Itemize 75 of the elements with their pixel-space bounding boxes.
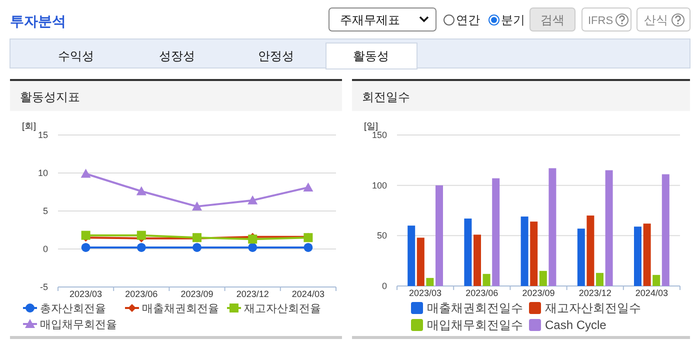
legend-label: 총자산회전율 — [40, 303, 106, 315]
bar — [652, 274, 660, 286]
bar — [662, 174, 670, 286]
point — [136, 230, 146, 240]
y-tick-label: 100 — [372, 180, 387, 190]
category-label: 수익성 — [58, 49, 94, 63]
point — [248, 234, 258, 244]
y-tick-label: 50 — [376, 230, 387, 241]
point — [81, 230, 90, 240]
x-tick-label: 2023/12 — [578, 288, 612, 298]
bar — [426, 278, 434, 286]
legend-label: 매출채권회전일수 — [427, 301, 523, 315]
point — [80, 168, 91, 178]
text: 주재무제표 — [340, 13, 400, 27]
text: 분기 — [501, 13, 525, 27]
text: 검색 — [540, 13, 564, 27]
x-tick-label: 2023/06 — [125, 289, 158, 299]
x-tick-label: 2024/03 — [635, 288, 668, 298]
y-tick-label: 10 — [38, 168, 48, 178]
bar — [464, 218, 472, 286]
bar — [643, 224, 651, 286]
bar — [482, 274, 490, 286]
point — [304, 242, 313, 252]
bar — [539, 270, 547, 286]
x-tick-label: 2023/03 — [409, 288, 442, 298]
bar — [548, 168, 556, 286]
bar — [530, 222, 538, 286]
text: 연간 — [456, 13, 480, 27]
x-tick-label: 2023/09 — [522, 288, 555, 298]
bar — [416, 238, 424, 286]
category-label: 성장성 — [159, 49, 195, 63]
y-tick-label: 0 — [42, 244, 48, 254]
text: 투자분석 — [10, 13, 66, 29]
bar — [408, 226, 416, 286]
legend-label: 재고자산회전일수 — [545, 301, 641, 315]
bar — [634, 226, 642, 286]
legend-label: 매출채권회전율 — [142, 303, 219, 315]
bar — [436, 185, 443, 286]
category-label: 활동성 — [353, 49, 389, 63]
point — [81, 242, 90, 252]
y-tick-label: 150 — [372, 130, 387, 140]
point — [192, 242, 202, 252]
x-tick-label: 2024/03 — [292, 289, 324, 299]
point — [192, 201, 202, 210]
y-tick-label: -5 — [40, 282, 48, 292]
bar — [596, 272, 604, 286]
y-tick-label: 15 — [38, 130, 48, 140]
point — [136, 186, 146, 196]
legend-label: 재고자산회전율 — [244, 303, 321, 315]
bar — [586, 216, 594, 286]
point — [248, 242, 258, 252]
chart-title: 활동성지표 — [20, 90, 80, 104]
bar — [520, 216, 528, 286]
bar — [474, 234, 481, 286]
text: IFRS — [588, 15, 614, 27]
y-axis-title: [회] — [22, 121, 36, 131]
point — [136, 242, 146, 252]
point — [248, 195, 258, 204]
point — [303, 182, 314, 192]
bar — [605, 170, 613, 286]
legend-label: 매입채무회전일수 — [427, 318, 523, 332]
y-tick-label: 5 — [42, 206, 48, 216]
text: 산식 — [644, 13, 668, 27]
y-tick-label: 0 — [382, 281, 387, 291]
legend-label: Cash Cycle — [545, 318, 607, 332]
chart-title: 회전일수 — [362, 90, 410, 104]
y-axis-title: [일] — [364, 121, 378, 131]
category-label: 안정성 — [258, 49, 294, 63]
x-tick-label: 2023/09 — [180, 289, 214, 299]
x-tick-label: 2023/12 — [236, 289, 269, 299]
x-tick-label: 2023/03 — [70, 289, 102, 299]
bar — [492, 178, 500, 286]
bar — [577, 228, 585, 286]
legend-label: 매입채무회전율 — [40, 319, 117, 331]
x-tick-label: 2023/06 — [466, 288, 498, 298]
